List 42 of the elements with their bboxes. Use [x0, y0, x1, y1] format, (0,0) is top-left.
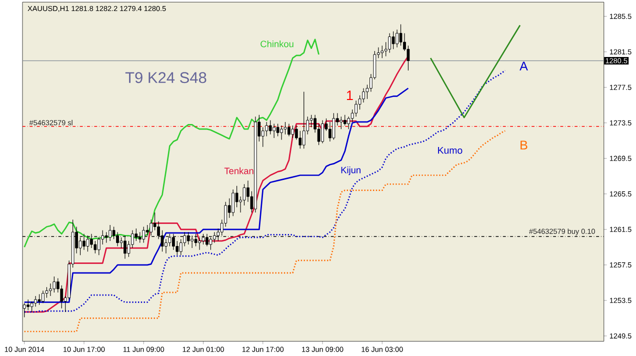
candlestick — [288, 123, 290, 136]
candlestick — [340, 116, 343, 130]
candlestick — [280, 125, 283, 140]
candlestick — [164, 238, 168, 254]
series-label: A — [520, 62, 528, 70]
candlestick — [26, 299, 30, 310]
candlestick — [396, 29, 398, 48]
candlestick — [268, 120, 272, 135]
series-label: Chinkou — [260, 40, 294, 48]
candlestick — [302, 91, 306, 149]
candlestick — [52, 276, 56, 293]
candlestick — [272, 123, 276, 138]
candlestick — [34, 296, 37, 307]
candlestick — [380, 45, 384, 58]
candlestick — [362, 88, 365, 103]
candlestick — [354, 100, 358, 117]
series-label: Kijun — [341, 166, 360, 175]
candlestick — [291, 125, 294, 138]
candlestick — [310, 114, 313, 128]
candlestick — [332, 112, 336, 140]
candlestick — [97, 236, 100, 256]
candlestick — [328, 122, 332, 142]
candlestick — [179, 238, 182, 256]
series-label: B — [520, 140, 528, 150]
annotation: Kumo — [438, 146, 462, 154]
annotation: T9 K24 S48 — [125, 72, 206, 83]
candlestick — [150, 219, 153, 236]
candlestick — [108, 224, 112, 242]
candlestick — [265, 122, 268, 136]
candlestick — [49, 283, 52, 296]
candlestick — [38, 294, 41, 306]
annotation: 1 — [346, 90, 353, 100]
candlestick — [343, 114, 346, 126]
candlestick — [42, 290, 44, 304]
candlestick — [232, 189, 235, 216]
series-label: Tenkan — [224, 167, 254, 174]
candlestick — [60, 284, 64, 309]
candlestick — [276, 123, 280, 136]
candlestick — [388, 32, 392, 53]
candlestick — [347, 116, 350, 130]
candlestick — [392, 31, 395, 50]
candlestick — [321, 120, 324, 144]
